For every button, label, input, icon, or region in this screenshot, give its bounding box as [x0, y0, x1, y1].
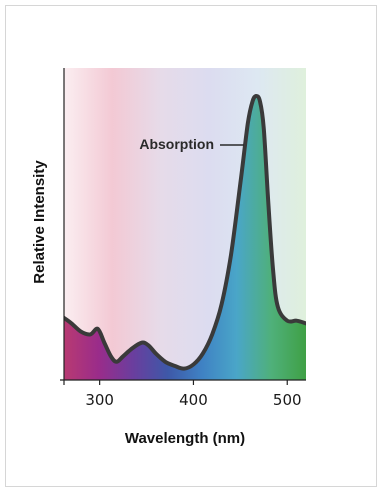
absorption-curve	[64, 94, 306, 371]
absorption-area	[64, 96, 306, 380]
absorption-annotation: Absorption	[139, 136, 214, 152]
x-axis-title: Wavelength (nm)	[125, 430, 245, 447]
y-axis-title: Relative Intensity	[31, 160, 48, 284]
x-tick-label-400: 400	[179, 391, 208, 409]
x-axis-ticks: 300 400 500	[63, 380, 302, 409]
x-tick-label-300: 300	[85, 391, 114, 409]
x-tick-label-500: 500	[273, 391, 302, 409]
